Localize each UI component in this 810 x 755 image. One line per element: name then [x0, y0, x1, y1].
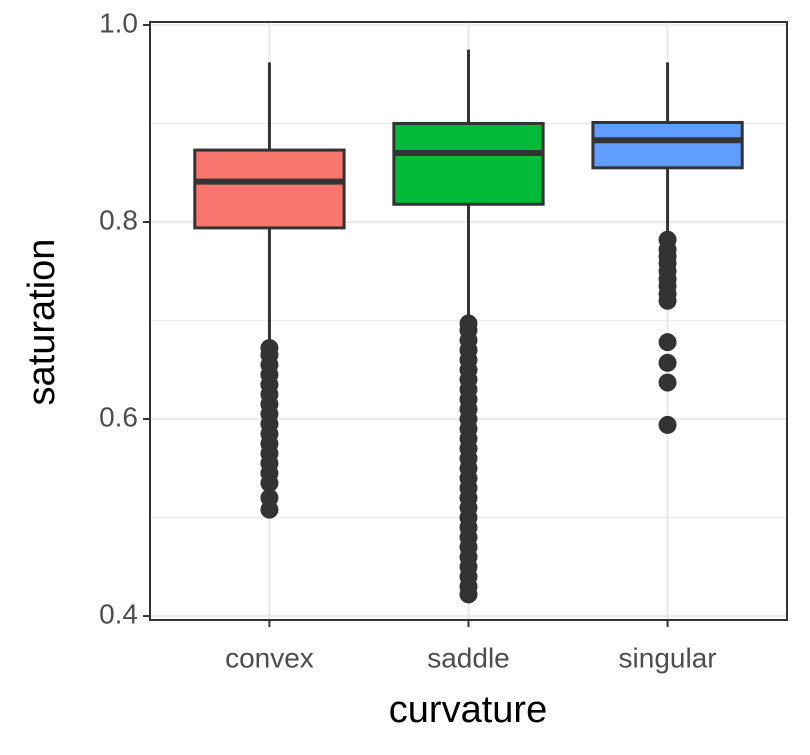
- outlier: [260, 500, 279, 519]
- outlier: [658, 353, 677, 372]
- y-tick-label: 0.4: [99, 598, 138, 629]
- outlier: [658, 415, 677, 434]
- y-tick-label: 1.0: [99, 7, 138, 38]
- box: [193, 148, 346, 230]
- x-tick-label: saddle: [427, 642, 510, 673]
- outlier: [260, 474, 279, 493]
- outlier: [658, 291, 677, 310]
- box: [591, 120, 744, 170]
- outlier: [658, 373, 677, 392]
- box: [392, 121, 545, 206]
- outlier: [658, 333, 677, 352]
- y-tick-label: 0.8: [99, 204, 138, 235]
- x-tick-label: singular: [619, 642, 717, 673]
- outlier: [459, 585, 478, 604]
- panel-border: [149, 21, 788, 621]
- x-tick-label: convex: [225, 642, 314, 673]
- y-tick-label: 0.6: [99, 401, 138, 432]
- x-axis-title: curvature: [389, 689, 547, 731]
- y-axis-title: saturation: [21, 239, 63, 406]
